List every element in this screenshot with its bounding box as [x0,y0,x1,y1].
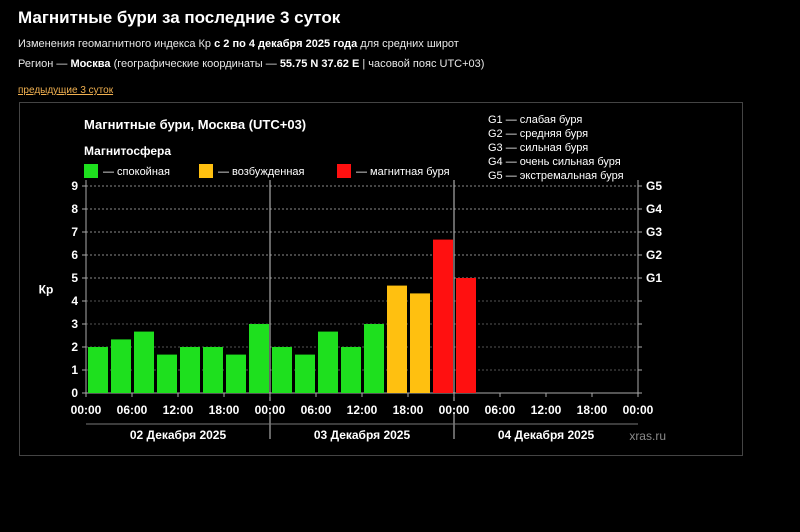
y-tick-label: 7 [71,225,78,239]
y-tick-label: 8 [71,202,78,216]
x-tick-label: 18:00 [393,403,424,417]
region-timezone: | часовой пояс UTC+03) [359,58,485,70]
legend-label-2: — магнитная буря [356,166,450,178]
right-tick-g3: G3 [646,225,662,239]
right-tick-g2: G2 [646,248,662,262]
kp-bar [364,324,384,393]
storm-level-1: G1 — слабая буря [488,114,582,126]
legend-label-0: — спокойная [103,166,170,178]
kp-bar [295,354,315,393]
region-label: Регион — [18,58,71,70]
storm-level-5: G5 — экстремальная буря [488,170,624,182]
kp-bar [272,347,292,393]
x-tick-label: 12:00 [163,403,194,417]
chart-title: Магнитные бури, Москва (UTC+03) [84,117,306,132]
kp-bar [318,331,338,393]
x-tick-label: 18:00 [209,403,240,417]
x-tick-label: 00:00 [439,403,470,417]
x-tick-label: 12:00 [531,403,562,417]
kp-bar [341,347,361,393]
kp-bar [134,331,154,393]
period-suffix: для средних широт [357,38,459,50]
x-tick-label: 06:00 [117,403,148,417]
legend-label-1: — возбужденная [218,166,305,178]
period-dates: с 2 по 4 декабря 2025 года [214,38,358,50]
right-tick-g1: G1 [646,271,662,285]
kp-bar [249,324,269,393]
y-axis-label: Кр [39,283,54,297]
region-description: Регион — Москва (географические координа… [18,58,484,70]
x-tick-label: 18:00 [577,403,608,417]
x-tick-label: 06:00 [301,403,332,417]
y-tick-label: 4 [71,294,78,308]
kp-bar [111,339,131,393]
kp-bar [88,347,108,393]
kp-bar [456,278,476,393]
region-city: Москва [70,58,111,70]
page-title: Магнитные бури за последние 3 суток [18,8,341,27]
y-tick-label: 0 [71,386,78,400]
day-label: 04 Декабря 2025 [498,428,595,442]
kp-bar [433,239,453,393]
y-tick-label: 5 [71,271,78,285]
storm-level-2: G2 — средняя буря [488,128,588,140]
kp-bar [180,347,200,393]
chart-panel: Магнитные бури, Москва (UTC+03) Магнитосф… [19,102,743,456]
period-description: Изменения геомагнитного индекса Кр с 2 п… [18,38,459,50]
region-coords-label: (географические координаты — [110,58,280,70]
storm-level-3: G3 — сильная буря [488,142,588,154]
x-tick-label: 00:00 [71,403,102,417]
legend-swatch-1 [199,164,213,178]
previous-3-days-link[interactable]: предыдущие 3 суток [18,85,114,96]
kp-bar [387,285,407,393]
watermark: xras.ru [629,429,666,443]
legend-title: Магнитосфера [84,144,171,158]
right-tick-g5: G5 [646,179,662,193]
legend-swatch-0 [84,164,98,178]
period-text: Изменения геомагнитного индекса Кр [18,38,215,50]
y-tick-label: 6 [71,248,78,262]
day-label: 02 Декабря 2025 [130,428,227,442]
y-tick-label: 1 [71,363,78,377]
region-coords: 55.75 N 37.62 E [279,58,360,70]
kp-bar [203,347,223,393]
legend-swatch-2 [337,164,351,178]
kp-bar [157,354,177,393]
x-tick-label: 12:00 [347,403,378,417]
kp-bar [226,354,246,393]
y-tick-label: 3 [71,317,78,331]
right-tick-g4: G4 [646,202,662,216]
x-tick-label: 00:00 [255,403,286,417]
kp-bar [410,293,430,393]
x-tick-label: 06:00 [485,403,516,417]
y-tick-label: 2 [71,340,78,354]
kp-chart: Магнитные бури, Москва (UTC+03) Магнитосф… [39,114,666,443]
x-tick-label: 00:00 [623,403,654,417]
y-tick-label: 9 [71,179,78,193]
storm-level-4: G4 — очень сильная буря [488,156,621,168]
day-label: 03 Декабря 2025 [314,428,411,442]
